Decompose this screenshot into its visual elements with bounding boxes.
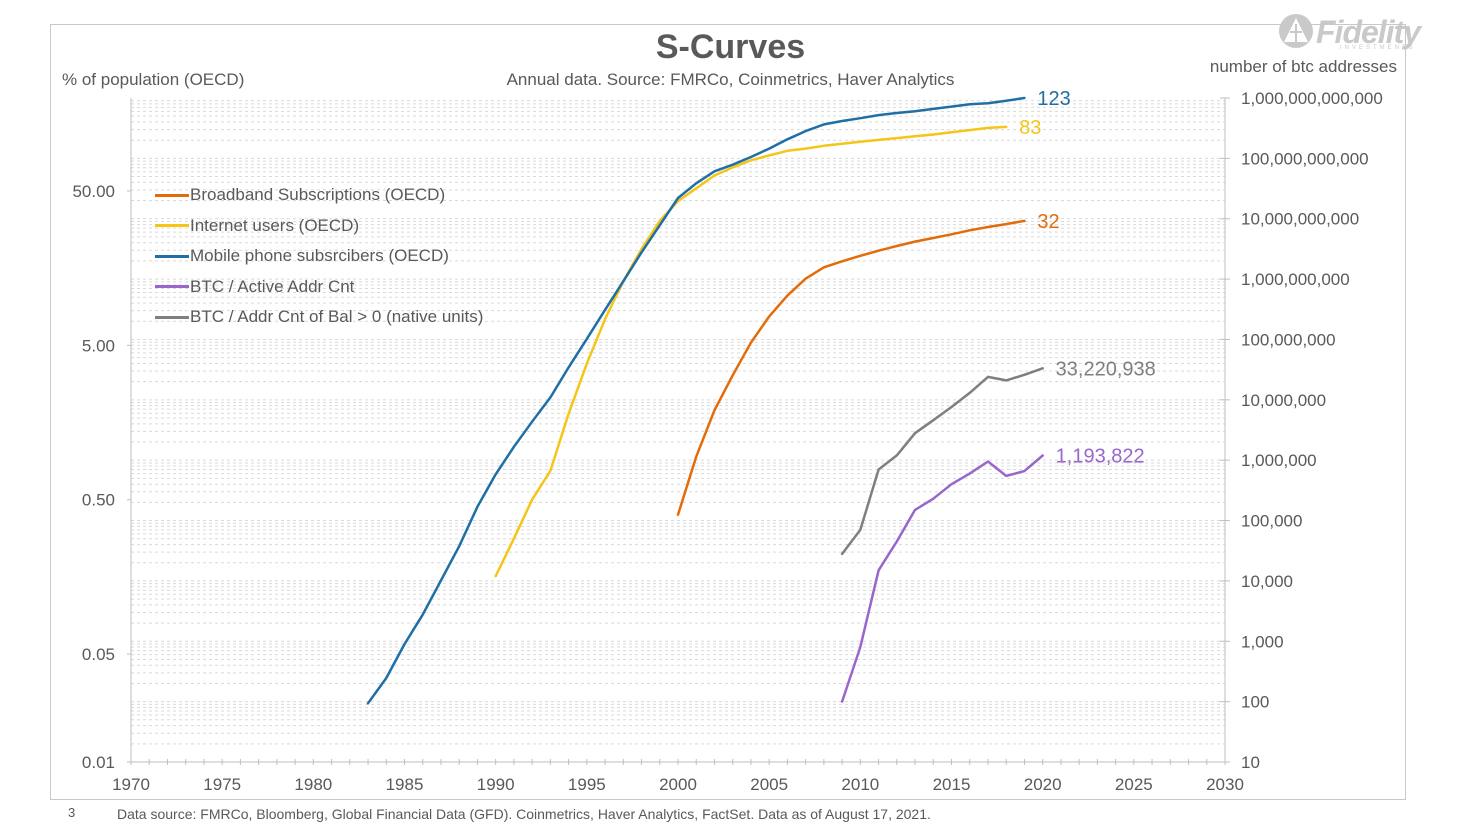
x-tick-label: 2010: [841, 775, 879, 794]
y2-tick-label: 100: [1241, 693, 1269, 712]
y2-tick-label: 1,000,000,000,000: [1241, 89, 1383, 108]
legend-swatch: [155, 224, 189, 228]
legend-item: Internet users (OECD): [155, 211, 483, 242]
series-line: [676, 219, 1026, 516]
chart-frame: [50, 24, 1406, 800]
series-line: [494, 125, 1008, 578]
x-tick-label: 1985: [386, 775, 424, 794]
series-end-label: 33,220,938: [1056, 358, 1156, 380]
x-tick-label: 2020: [1024, 775, 1062, 794]
series-line: [840, 454, 1044, 703]
y2-tick-label: 100,000,000: [1241, 330, 1336, 349]
x-tick-label: 1970: [112, 775, 150, 794]
series-line: [840, 367, 1044, 556]
y-tick-label: 0.01: [82, 753, 115, 772]
y2-tick-label: 10,000,000,000: [1241, 210, 1359, 229]
x-tick-label: 1990: [477, 775, 515, 794]
series-end-label: 1,193,822: [1056, 446, 1145, 468]
x-tick-label: 1980: [294, 775, 332, 794]
logo-subtitle: INVESTMENTS: [1340, 45, 1416, 51]
y2-tick-label: 1,000,000,000: [1241, 270, 1350, 289]
y2-tick-label: 100,000: [1241, 512, 1302, 531]
chart-subtitle: Annual data. Source: FMRCo, Coinmetrics,…: [506, 70, 955, 89]
footer-source: Data source: FMRCo, Bloomberg, Global Fi…: [117, 806, 931, 822]
legend-swatch: [155, 254, 189, 258]
legend-item: Broadband Subscriptions (OECD): [155, 180, 483, 211]
right-axis-label: number of btc addresses: [1209, 57, 1397, 76]
y2-tick-label: 10: [1241, 753, 1260, 772]
legend-item: BTC / Addr Cnt of Bal > 0 (native units): [155, 302, 483, 333]
y2-tick-label: 1,000: [1241, 632, 1284, 651]
y2-tick-label: 100,000,000,000: [1241, 149, 1369, 168]
page-number: 3: [68, 805, 76, 820]
legend: Broadband Subscriptions (OECD) Internet u…: [155, 180, 483, 333]
legend-swatch: [155, 315, 189, 319]
series-end-label: 83: [1019, 117, 1041, 139]
legend-swatch: [155, 285, 189, 289]
y-tick-label: 50.00: [72, 182, 115, 201]
legend-label: BTC / Addr Cnt of Bal > 0 (native units): [190, 307, 484, 327]
y-tick-label: 5.00: [82, 336, 115, 355]
series-end-label: 123: [1037, 88, 1070, 110]
legend-label: Broadband Subscriptions (OECD): [190, 185, 446, 205]
x-tick-label: 2025: [1115, 775, 1153, 794]
fidelity-pyramid-icon: [1279, 14, 1313, 48]
y2-tick-label: 1,000,000: [1241, 451, 1317, 470]
logo-wordmark: Fidelity: [1316, 14, 1421, 50]
y-tick-label: 0.05: [82, 645, 115, 664]
x-tick-label: 2000: [659, 775, 697, 794]
series-line: [366, 96, 1026, 705]
legend-label: Mobile phone subsrcibers (OECD): [190, 246, 449, 266]
x-tick-label: 2030: [1206, 775, 1244, 794]
chart-title: S-Curves: [655, 28, 806, 66]
legend-item: BTC / Active Addr Cnt: [155, 272, 483, 303]
legend-item: Mobile phone subsrcibers (OECD): [155, 241, 483, 272]
legend-swatch: [155, 193, 189, 197]
y2-tick-label: 10,000,000: [1241, 391, 1326, 410]
fidelity-logo: Fidelity INVESTMENTS: [1276, 12, 1456, 52]
x-tick-label: 2015: [933, 775, 971, 794]
x-tick-label: 1995: [568, 775, 606, 794]
y-tick-label: 0.50: [82, 491, 115, 510]
series-end-label: 32: [1037, 211, 1059, 233]
x-tick-label: 2005: [750, 775, 788, 794]
x-tick-label: 1975: [203, 775, 241, 794]
left-axis-label: % of population (OECD): [62, 70, 245, 89]
y2-tick-label: 10,000: [1241, 572, 1293, 591]
legend-label: BTC / Active Addr Cnt: [190, 276, 355, 296]
legend-label: Internet users (OECD): [190, 215, 360, 235]
